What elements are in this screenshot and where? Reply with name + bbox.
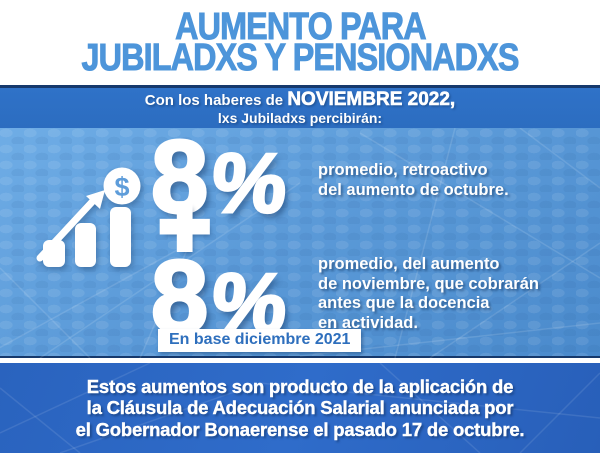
header-line-1-emphasis: NOVIEMBRE 2022, (287, 88, 456, 110)
footer-band: Estos aumentos son producto de la aplica… (0, 363, 600, 453)
growth-arrow-icon (36, 190, 105, 262)
header-line-2: lxs Jubiladxs percibirán: (217, 109, 383, 126)
dollar-badge-icon: $ (103, 167, 141, 205)
page-title: AUMENTO PARA JUBILADXS Y PENSIONADXS (0, 0, 600, 85)
dollar-sign: $ (114, 172, 129, 202)
increase-2-description: promedio, del aumento de noviembre, que … (318, 255, 539, 332)
bar-medium (75, 223, 96, 267)
header-line-1-prefix: Con los haberes de (144, 91, 288, 109)
increase-1-percent: % (207, 135, 293, 232)
title-line-1: AUMENTO PARA (174, 5, 426, 48)
increase-1-description: promedio, retroactivo del aumento de oct… (318, 161, 509, 199)
title-line-2: JUBILADXS Y PENSIONADXS (81, 36, 520, 79)
header-band: Con los haberes de NOVIEMBRE 2022, lxs J… (0, 85, 600, 128)
baseline-note: En base diciembre 2021 (158, 329, 362, 352)
increase-1-value: 8 (149, 119, 209, 234)
footer-text: Estos aumentos son producto de la aplica… (75, 375, 525, 440)
plus-sign: + (156, 176, 213, 275)
bar-chart-growth-icon: $ (36, 167, 141, 267)
header-line-1: Con los haberes de NOVIEMBRE 2022, (144, 88, 456, 110)
increase-1: 8% (149, 124, 292, 232)
bar-tall (110, 207, 131, 267)
main-panel: $ 8% + 8% promedio, retroactivo del aume… (0, 124, 600, 358)
